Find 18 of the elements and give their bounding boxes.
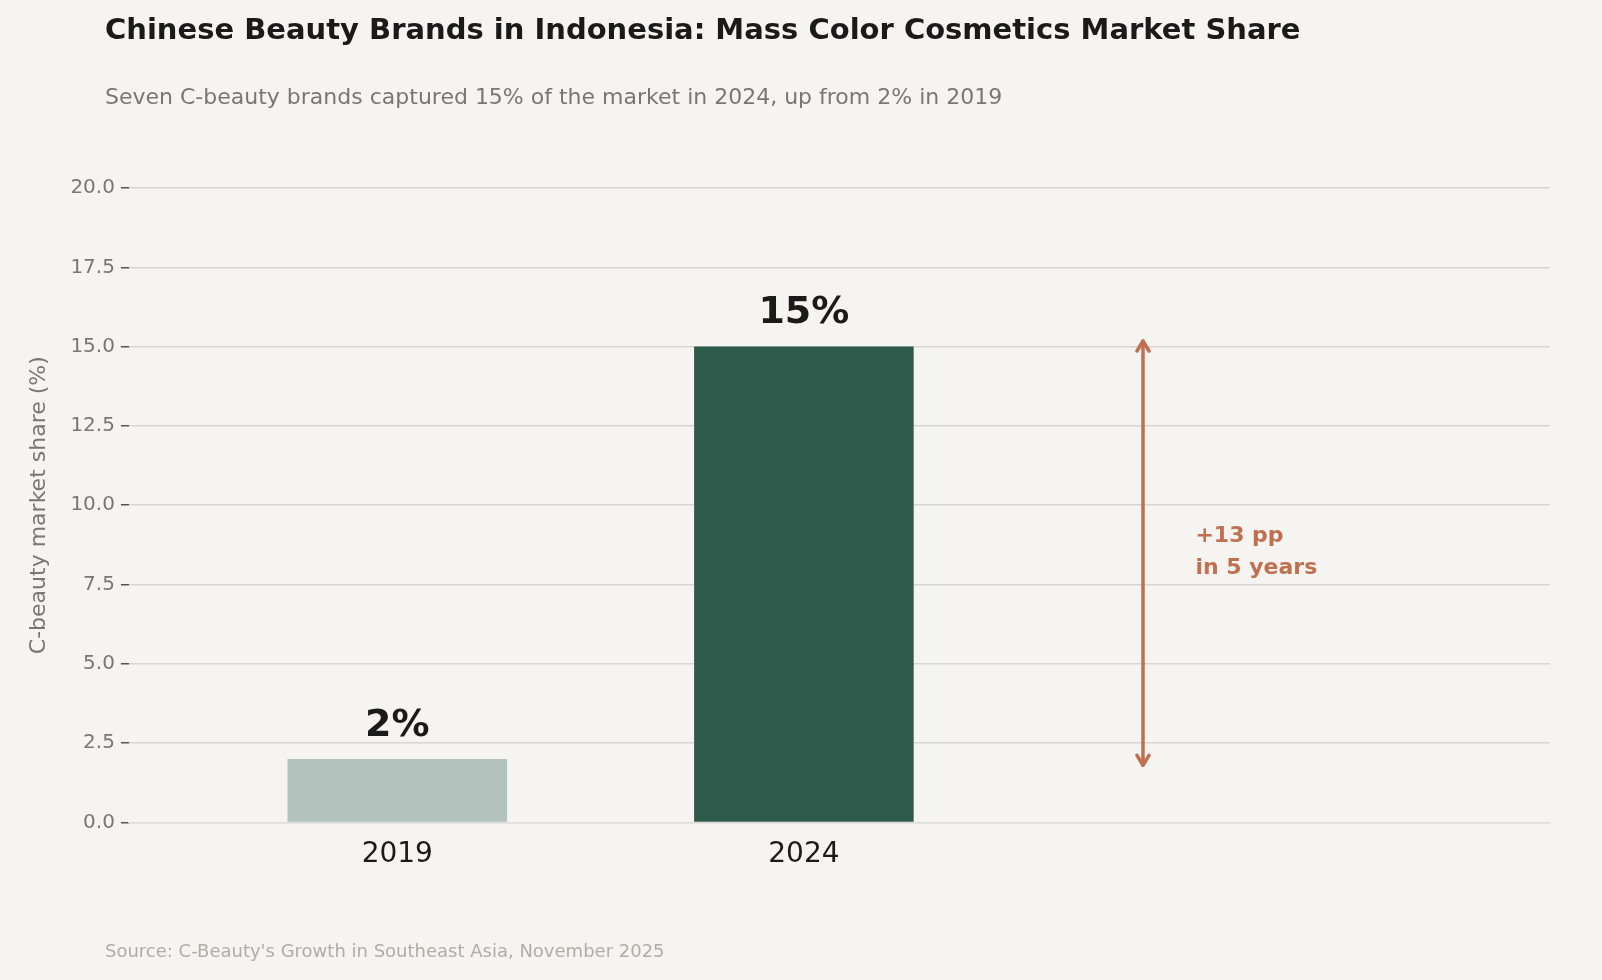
y-tick-label: 5.0	[83, 650, 115, 674]
y-tick-label: 15.0	[70, 332, 115, 357]
y-axis-title: C-beauty market share (%)	[24, 356, 50, 655]
y-tick-label: 17.5	[70, 253, 115, 278]
y-tick-label: 2.5	[83, 729, 115, 754]
y-tick-label: 0.0	[83, 808, 115, 833]
y-tick-label: 20.0	[70, 174, 115, 199]
source-note: Source: C-Beauty's Growth in Southeast Asia, November 2025	[105, 940, 665, 961]
y-tick-label: 10.0	[70, 491, 115, 516]
y-tick-label: 7.5	[83, 570, 115, 595]
x-tick-label: 2019	[361, 836, 433, 870]
chart-subtitle: Seven C-beauty brands captured 15% of the market in 2024, up from 2% in 2019	[105, 84, 1003, 109]
data-label: 15%	[758, 288, 850, 333]
data-label: 2%	[365, 700, 430, 745]
chart-title: Chinese Beauty Brands in Indonesia: Mass Color Cosmetics Market Share	[105, 12, 1301, 46]
x-tick-label: 2024	[768, 836, 840, 870]
text: +13 pp in 5 years	[1195, 522, 1318, 580]
y-tick-label: 12.5	[70, 412, 115, 437]
